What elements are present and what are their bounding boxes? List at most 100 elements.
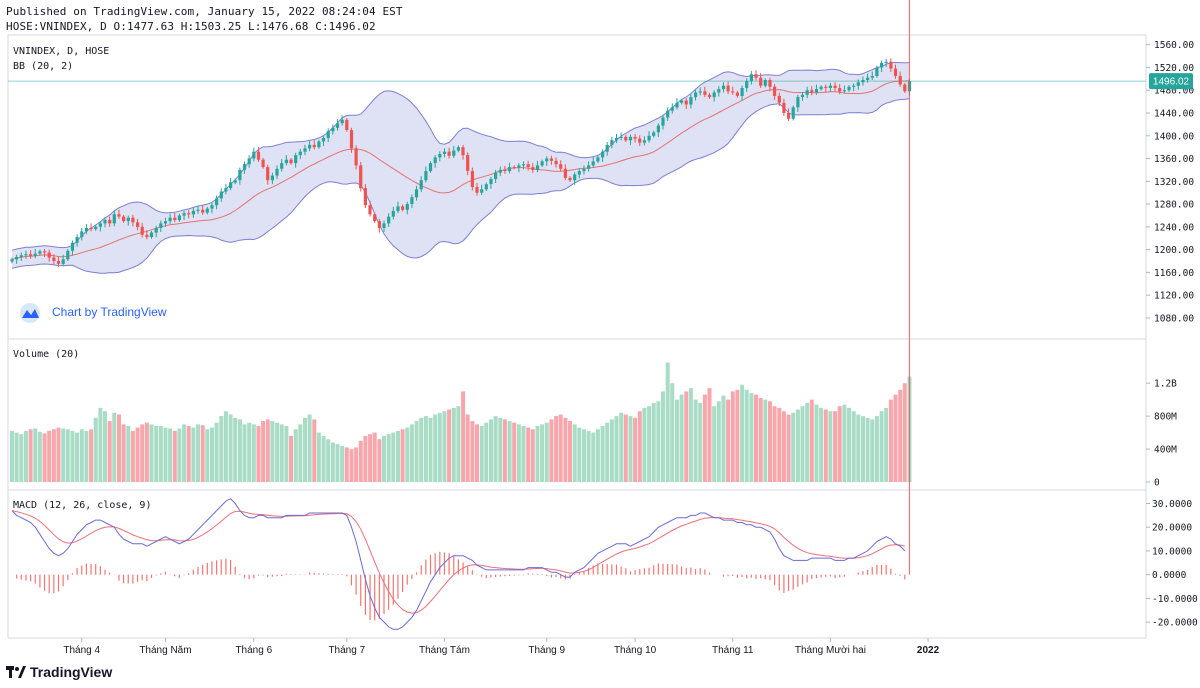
volume-tick-label: 800M — [1154, 412, 1177, 423]
volume-bar — [61, 428, 66, 482]
volume-bar — [656, 401, 661, 482]
candle-body — [745, 81, 749, 88]
time-tick-label: Tháng Tám — [419, 645, 470, 656]
candle-body — [56, 261, 61, 264]
candle-body — [889, 61, 893, 69]
volume-bar — [902, 383, 907, 482]
candle-body — [740, 88, 744, 96]
candle-body — [149, 232, 154, 238]
candle-body — [275, 168, 279, 176]
bb-label: BB (20, 2) — [13, 61, 73, 72]
candle-body — [242, 164, 247, 170]
volume-bar — [874, 416, 879, 482]
volume-bar — [591, 432, 596, 482]
volume-bar — [898, 389, 903, 482]
volume-bar — [554, 416, 559, 482]
volume-bar — [47, 430, 52, 482]
volume-bar — [642, 407, 647, 482]
candle-body — [326, 131, 330, 138]
candle-body — [317, 141, 321, 148]
volume-bar — [707, 388, 712, 482]
volume-bar — [772, 406, 777, 482]
candle-body — [661, 117, 665, 126]
volume-bar — [526, 427, 531, 482]
macd-tick-label: -10.0000 — [1152, 594, 1198, 605]
volume-bar — [479, 426, 484, 482]
candle-body — [749, 74, 753, 82]
volume-bar — [307, 414, 312, 482]
volume-bar — [465, 414, 470, 482]
candle-body — [777, 95, 781, 103]
volume-bar — [633, 417, 638, 482]
bb-upper-line — [11, 61, 910, 251]
candle-body — [117, 214, 121, 217]
volume-bar — [149, 424, 154, 482]
candle-body — [256, 151, 261, 160]
candle-body — [122, 216, 126, 222]
candle-body — [177, 215, 181, 221]
volume-bar — [888, 399, 893, 482]
candle-body — [707, 94, 712, 98]
price-tick-label: 1480.00 — [1154, 86, 1194, 97]
volume-bar — [177, 428, 182, 482]
volume-bar — [228, 414, 233, 482]
candle-body — [810, 90, 814, 93]
candle-body — [484, 184, 488, 190]
candle-body — [94, 226, 98, 230]
candle-body — [531, 167, 535, 170]
candle-body — [154, 228, 158, 233]
candle-body — [452, 150, 456, 156]
volume-bar — [572, 424, 577, 482]
candle-body — [289, 159, 293, 164]
macd-label: MACD (12, 26, close, 9) — [13, 500, 151, 511]
volume-bar — [219, 416, 224, 482]
candle-body — [847, 86, 851, 91]
volume-bar — [623, 414, 628, 482]
candle-body — [573, 174, 577, 181]
volume-bar — [702, 394, 707, 482]
footer-brand[interactable]: TradingView — [6, 664, 112, 680]
volume-bar — [535, 426, 540, 482]
candle-body — [703, 91, 707, 95]
candle-body — [512, 167, 516, 169]
volume-bar — [386, 434, 391, 482]
candle-body — [838, 88, 842, 92]
volume-bar — [130, 430, 135, 482]
volume-bar — [19, 434, 24, 482]
candle-body — [345, 119, 349, 130]
macd-pane — [7, 489, 1147, 639]
candle-body — [498, 169, 502, 173]
candle-body — [382, 223, 386, 228]
watermark[interactable]: Chart by TradingView — [20, 303, 167, 323]
volume-bar — [493, 416, 498, 482]
candle-body — [587, 165, 591, 169]
candle-body — [680, 100, 684, 103]
time-tick-label: Tháng 11 — [712, 645, 754, 656]
volume-bar — [549, 419, 554, 482]
candle-body — [503, 169, 507, 171]
volume-bar — [372, 432, 377, 482]
candle-body — [903, 84, 907, 92]
price-tick-label: 1400.00 — [1154, 131, 1194, 142]
candle-body — [335, 123, 340, 128]
candle-body — [103, 220, 107, 224]
volume-bar — [795, 409, 800, 482]
volume-bar — [37, 431, 42, 482]
candle-body — [475, 187, 479, 193]
candle-body — [675, 102, 679, 108]
volume-bar — [247, 422, 252, 482]
volume-bar — [809, 399, 814, 482]
candle-body — [303, 148, 307, 152]
candle-body — [489, 179, 493, 185]
candle-body — [521, 164, 526, 166]
volume-bar — [679, 394, 684, 482]
volume-bar — [428, 417, 433, 482]
volume-bar — [712, 406, 717, 482]
candle-body — [405, 204, 409, 210]
volume-bar — [837, 406, 842, 482]
volume-bar — [786, 414, 791, 482]
volume-bar — [758, 398, 763, 482]
watermark-text: Chart by TradingView — [52, 305, 167, 319]
candle-body — [824, 86, 828, 88]
candle-body — [596, 157, 600, 162]
